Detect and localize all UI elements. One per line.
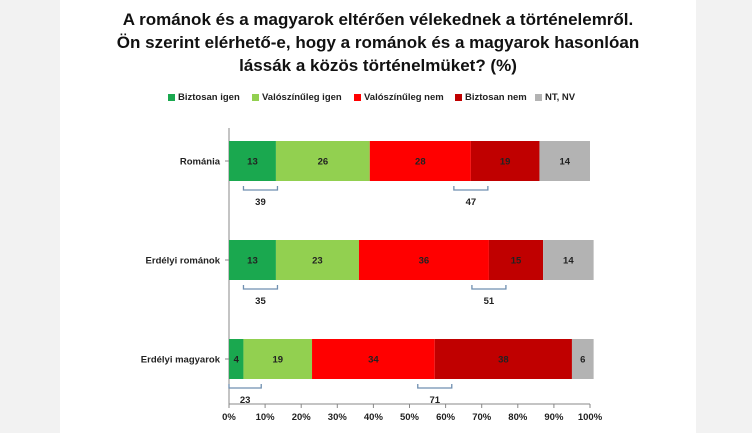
bar-segment bbox=[229, 240, 276, 280]
legend-swatch bbox=[354, 93, 361, 101]
no-bracket bbox=[471, 285, 507, 290]
chart-title-line-2: Ön szerint elérhető-e, hogy a románok és… bbox=[116, 33, 640, 52]
legend-item-biztosan-igen: Biztosan igen bbox=[168, 90, 240, 104]
bar-segment bbox=[275, 240, 359, 280]
legend-swatch bbox=[252, 93, 259, 101]
data-label: 19 bbox=[272, 355, 283, 366]
data-label: 15 bbox=[511, 256, 522, 267]
yes-bracket bbox=[242, 285, 279, 290]
category-label: Románia bbox=[180, 157, 221, 168]
data-label: 28 bbox=[415, 157, 426, 168]
x-tick-label: 20% bbox=[292, 412, 312, 423]
bar-segment bbox=[571, 339, 594, 379]
legend-item-nt-nv: NT, NV bbox=[535, 90, 575, 104]
bar-segment bbox=[434, 339, 572, 379]
data-label: 6 bbox=[580, 355, 585, 366]
data-label: 13 bbox=[247, 157, 258, 168]
bar-segment bbox=[543, 240, 594, 280]
chart-title-line-3: lássák a közös történelmüket? (%) bbox=[239, 56, 517, 75]
data-label: 38 bbox=[498, 355, 509, 366]
chart-title-line-1: A románok és a magyarok eltérően véleked… bbox=[122, 10, 634, 29]
legend-item-biztosan-nem: Biztosan nem bbox=[455, 90, 527, 104]
bar-segment bbox=[312, 339, 435, 379]
data-label: 23 bbox=[312, 256, 323, 267]
x-tick-label: 30% bbox=[328, 412, 348, 423]
data-label: 19 bbox=[500, 157, 511, 168]
x-tick-label: 70% bbox=[472, 412, 492, 423]
bar-segment bbox=[539, 141, 590, 181]
data-label: 14 bbox=[563, 256, 574, 267]
legend-swatch bbox=[455, 93, 462, 101]
bar-segment bbox=[369, 141, 471, 181]
bar-segment bbox=[243, 339, 313, 379]
yes-total-label: 39 bbox=[255, 197, 266, 208]
x-tick-label: 90% bbox=[544, 412, 564, 423]
category-label: Erdélyi magyarok bbox=[141, 355, 221, 366]
bar-segment bbox=[275, 141, 370, 181]
data-label: 13 bbox=[247, 256, 258, 267]
x-tick-label: 0% bbox=[222, 412, 236, 423]
bar-segment bbox=[229, 141, 276, 181]
yes-total-label: 35 bbox=[255, 296, 266, 307]
x-tick-label: 60% bbox=[436, 412, 456, 423]
data-label: 14 bbox=[559, 157, 570, 168]
bar-segment bbox=[470, 141, 540, 181]
legend-label: Biztosan igen bbox=[178, 91, 240, 103]
legend-label: Biztosan nem bbox=[465, 91, 527, 103]
yes-total-label: 23 bbox=[240, 395, 251, 406]
data-label: 26 bbox=[318, 157, 329, 168]
legend-label: NT, NV bbox=[545, 91, 576, 103]
x-tick-label: 100% bbox=[578, 412, 603, 423]
legend-item-valoszinuleg-igen: Valószínűleg igen bbox=[252, 90, 342, 104]
bar-segment bbox=[488, 240, 544, 280]
legend-label: Valószínűleg igen bbox=[262, 91, 342, 103]
legend-label: Valószínűleg nem bbox=[364, 91, 444, 103]
yes-bracket bbox=[242, 186, 279, 191]
data-label: 36 bbox=[419, 256, 430, 267]
no-total-label: 47 bbox=[466, 197, 477, 208]
no-total-label: 71 bbox=[429, 395, 440, 406]
data-label: 34 bbox=[368, 355, 379, 366]
no-total-label: 51 bbox=[484, 296, 495, 307]
data-label: 4 bbox=[234, 355, 240, 366]
legend-swatch bbox=[535, 93, 542, 101]
category-label: Erdélyi románok bbox=[146, 256, 221, 267]
yes-bracket bbox=[228, 384, 262, 389]
bar-segment bbox=[229, 339, 244, 379]
legend-swatch bbox=[168, 93, 175, 101]
no-bracket bbox=[453, 186, 489, 191]
x-tick-label: 40% bbox=[364, 412, 384, 423]
x-tick-label: 80% bbox=[508, 412, 528, 423]
no-bracket bbox=[417, 384, 453, 389]
legend-item-valoszinuleg-nem: Valószínűleg nem bbox=[354, 90, 444, 104]
bar-segment bbox=[358, 240, 489, 280]
x-tick-label: 50% bbox=[400, 412, 420, 423]
x-tick-label: 10% bbox=[256, 412, 276, 423]
